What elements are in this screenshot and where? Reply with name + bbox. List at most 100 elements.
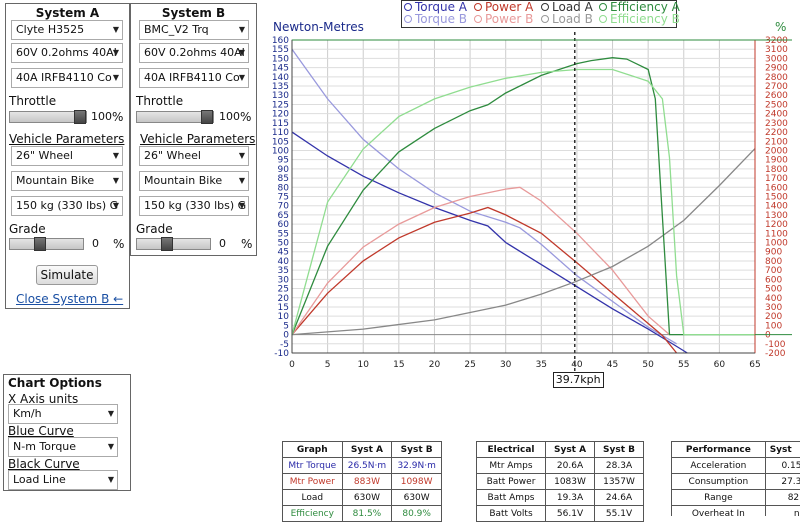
y-right-tick-label: 3000 (765, 54, 788, 64)
x-tick-label: 35 (536, 360, 547, 370)
y-right-tick-label: 3100 (765, 45, 788, 55)
y-left-tick-label: 90 (278, 165, 290, 175)
y-left-tick-label: 50 (278, 239, 290, 249)
table-header: Performance (672, 442, 766, 458)
y-right-tick-label: 2800 (765, 73, 788, 83)
y-left-tick-label: 160 (272, 36, 289, 46)
y-left-tick-label: 85 (278, 174, 289, 184)
y-left-tick-label: 10 (278, 312, 290, 322)
x-tick-label: 65 (749, 360, 760, 370)
y-left-tick-label: 130 (272, 91, 289, 101)
blue-curve-label: Blue Curve (8, 424, 74, 438)
y-left-tick-label: 135 (272, 82, 289, 92)
y-right-tick-label: 1900 (765, 156, 788, 166)
x-tick-label: 10 (358, 360, 370, 370)
x-tick-label: 25 (464, 360, 475, 370)
y-left-tick-label: 145 (272, 64, 289, 74)
y-right-tick-label: 3200 (765, 36, 788, 46)
y-left-tick-label: 105 (272, 137, 289, 147)
x-axis-units-select[interactable]: Km/h▼ (8, 404, 118, 424)
x-tick-label: 15 (393, 360, 404, 370)
table-header: Syst A (342, 442, 392, 458)
y-right-tick-label: 800 (765, 257, 782, 267)
y-right-tick-label: 900 (765, 248, 782, 258)
y-left-tick-label: 35 (278, 266, 289, 276)
x-tick-label: 60 (714, 360, 726, 370)
chevron-down-icon: ▼ (108, 438, 114, 456)
y-left-tick-label: 25 (278, 285, 289, 295)
table-row: Overheat Inneve (672, 506, 800, 517)
y-left-tick-label: 65 (278, 211, 289, 221)
y-left-tick-label: 60 (278, 220, 290, 230)
y-left-tick-label: 125 (272, 100, 289, 110)
x-tick-label: 55 (678, 360, 689, 370)
table-header: Syst (765, 442, 800, 458)
table-header: Graph (283, 442, 343, 458)
y-right-tick-label: 100 (765, 321, 782, 331)
y-right-tick-label: 1300 (765, 211, 788, 221)
y-right-tick-label: 0 (765, 331, 771, 341)
x-tick-label: 50 (642, 360, 654, 370)
x-tick-label: 40 (571, 360, 583, 370)
y-right-tick-label: 500 (765, 285, 782, 295)
y-left-tick-label: 95 (278, 156, 289, 166)
cursor-label: 39.7kph (553, 372, 604, 388)
y-right-tick-label: 700 (765, 266, 782, 276)
chevron-down-icon: ▼ (108, 471, 114, 489)
black-curve-select[interactable]: Load Line▼ (8, 470, 118, 490)
left-axis-title: Newton-Metres (273, 20, 364, 34)
x-tick-label: 5 (325, 360, 331, 370)
y-left-tick-label: 45 (278, 248, 289, 258)
y-right-tick-label: -100 (765, 340, 786, 350)
y-left-tick-label: 120 (272, 110, 289, 120)
y-left-tick-label: 115 (272, 119, 289, 129)
y-left-tick-label: 40 (278, 257, 290, 267)
y-right-tick-label: 1400 (765, 202, 788, 212)
y-left-tick-label: 20 (278, 294, 290, 304)
y-right-tick-label: 2600 (765, 91, 788, 101)
blue-curve-select[interactable]: N-m Torque▼ (8, 437, 118, 457)
y-left-tick-label: 155 (272, 45, 289, 55)
y-right-tick-label: 2100 (765, 137, 788, 147)
y-left-tick-label: -10 (274, 349, 289, 359)
y-left-tick-label: 100 (272, 146, 289, 156)
y-right-tick-label: 600 (765, 275, 782, 285)
y-right-tick-label: -200 (765, 349, 786, 359)
y-left-tick-label: 5 (283, 321, 289, 331)
y-left-tick-label: 30 (278, 275, 290, 285)
y-right-tick-label: 1200 (765, 220, 788, 230)
y-right-tick-label: 1800 (765, 165, 788, 175)
table-header: Syst A (546, 442, 595, 458)
table-header: Syst B (595, 442, 644, 458)
y-right-tick-label: 2200 (765, 128, 788, 138)
y-left-tick-label: 140 (272, 73, 289, 83)
y-right-tick-label: 300 (765, 303, 782, 313)
y-right-tick-label: 1000 (765, 239, 788, 249)
y-right-tick-label: 2900 (765, 64, 788, 74)
y-right-tick-label: 2500 (765, 100, 788, 110)
table-header: Syst B (392, 442, 442, 458)
y-left-tick-label: 70 (278, 202, 290, 212)
black-curve-label: Black Curve (8, 457, 80, 471)
y-right-tick-label: 2000 (765, 146, 788, 156)
y-left-tick-label: 80 (278, 183, 290, 193)
x-tick-label: 0 (289, 360, 295, 370)
y-right-tick-label: 2700 (765, 82, 788, 92)
y-left-tick-label: -5 (280, 340, 289, 350)
y-right-tick-label: 2400 (765, 110, 788, 120)
